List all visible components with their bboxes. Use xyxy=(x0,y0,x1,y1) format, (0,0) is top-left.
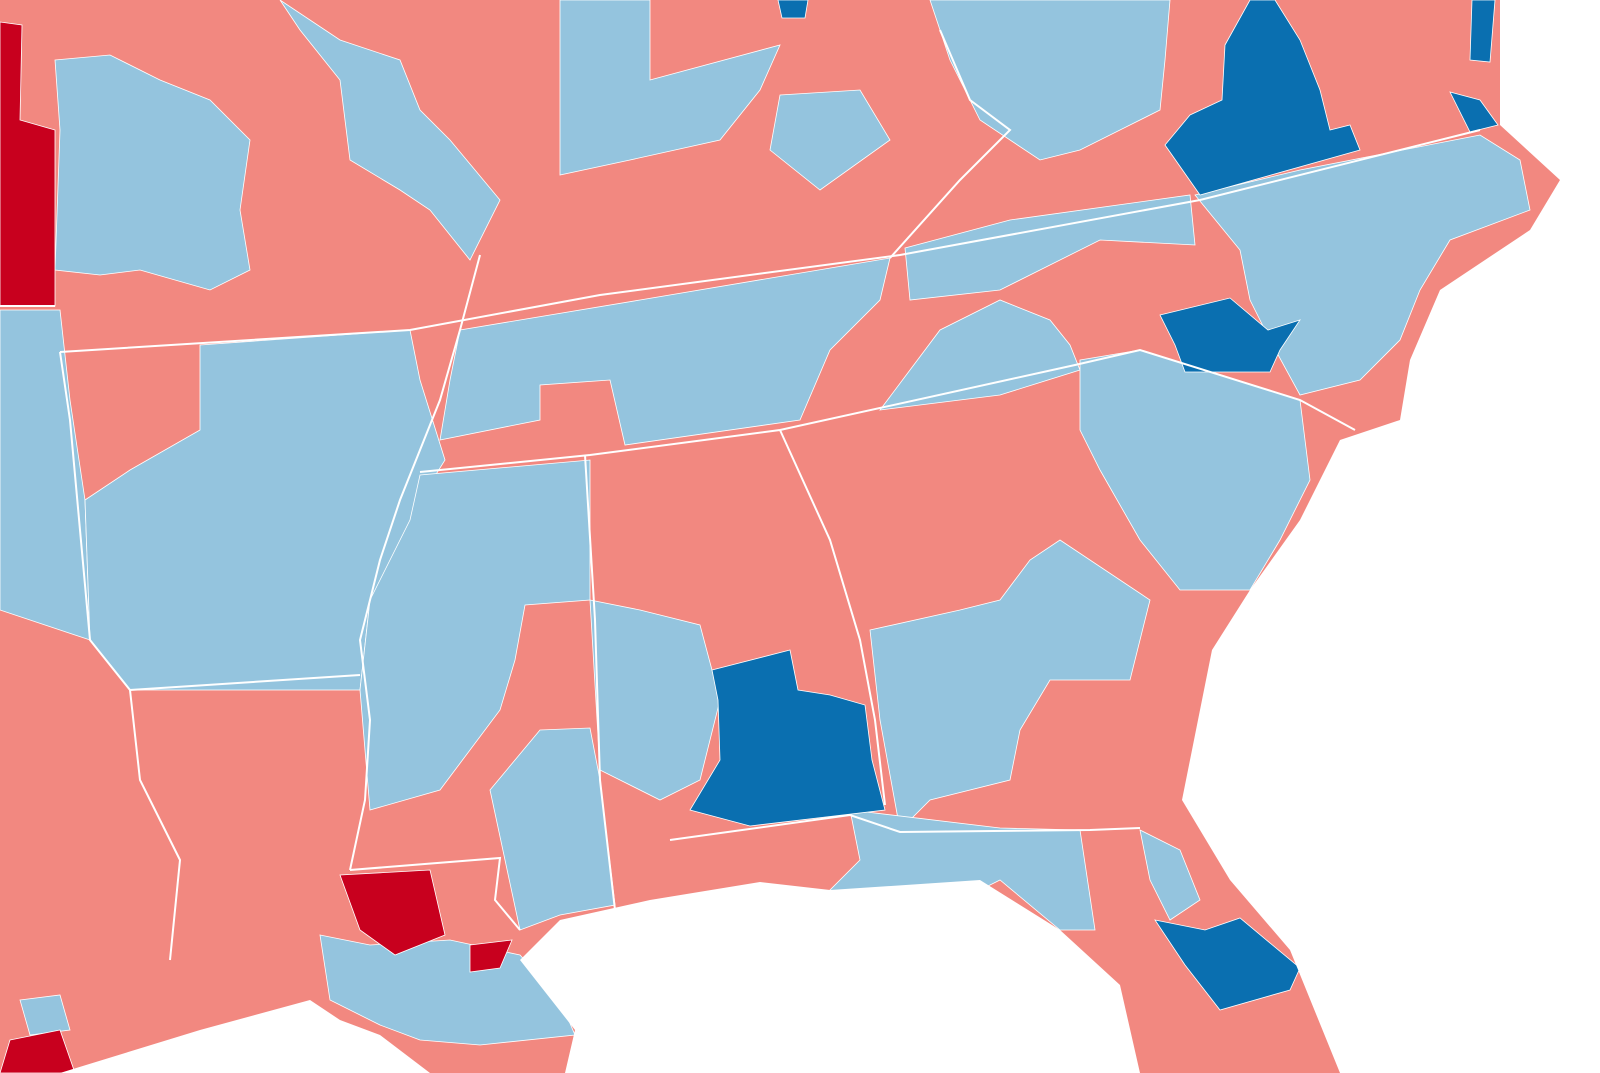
district xyxy=(19,994,71,1036)
district xyxy=(879,299,1081,411)
safe-blue-districts xyxy=(689,0,1499,1011)
district xyxy=(689,649,886,827)
gulf xyxy=(60,1000,430,1073)
state-border xyxy=(349,254,481,871)
district xyxy=(1154,917,1301,1011)
state-borders xyxy=(0,29,1481,961)
gulf xyxy=(520,880,1140,1073)
district xyxy=(469,939,513,973)
state-border xyxy=(59,351,182,961)
state-border xyxy=(419,348,1356,473)
state-border xyxy=(349,856,521,931)
state-border xyxy=(669,813,1141,841)
district xyxy=(0,21,56,307)
district xyxy=(1159,297,1301,373)
safe-red-districts xyxy=(0,21,513,1073)
district xyxy=(279,0,501,261)
state-border xyxy=(59,129,1481,353)
district xyxy=(769,89,891,191)
district xyxy=(1449,91,1499,133)
district xyxy=(1139,829,1201,921)
district xyxy=(777,0,809,19)
state-border xyxy=(889,29,1012,259)
district xyxy=(559,0,781,176)
lean-blue-districts xyxy=(0,0,1531,1046)
district xyxy=(359,459,591,811)
state-border xyxy=(584,454,616,911)
district xyxy=(904,194,1196,301)
state-border xyxy=(779,429,886,806)
state-border xyxy=(129,674,361,691)
district xyxy=(1469,0,1496,63)
sea xyxy=(60,0,1600,1073)
district xyxy=(929,0,1171,161)
district xyxy=(339,869,446,956)
district xyxy=(1164,0,1361,196)
district xyxy=(0,1029,76,1073)
atlantic xyxy=(1182,0,1600,1073)
district xyxy=(589,599,721,801)
